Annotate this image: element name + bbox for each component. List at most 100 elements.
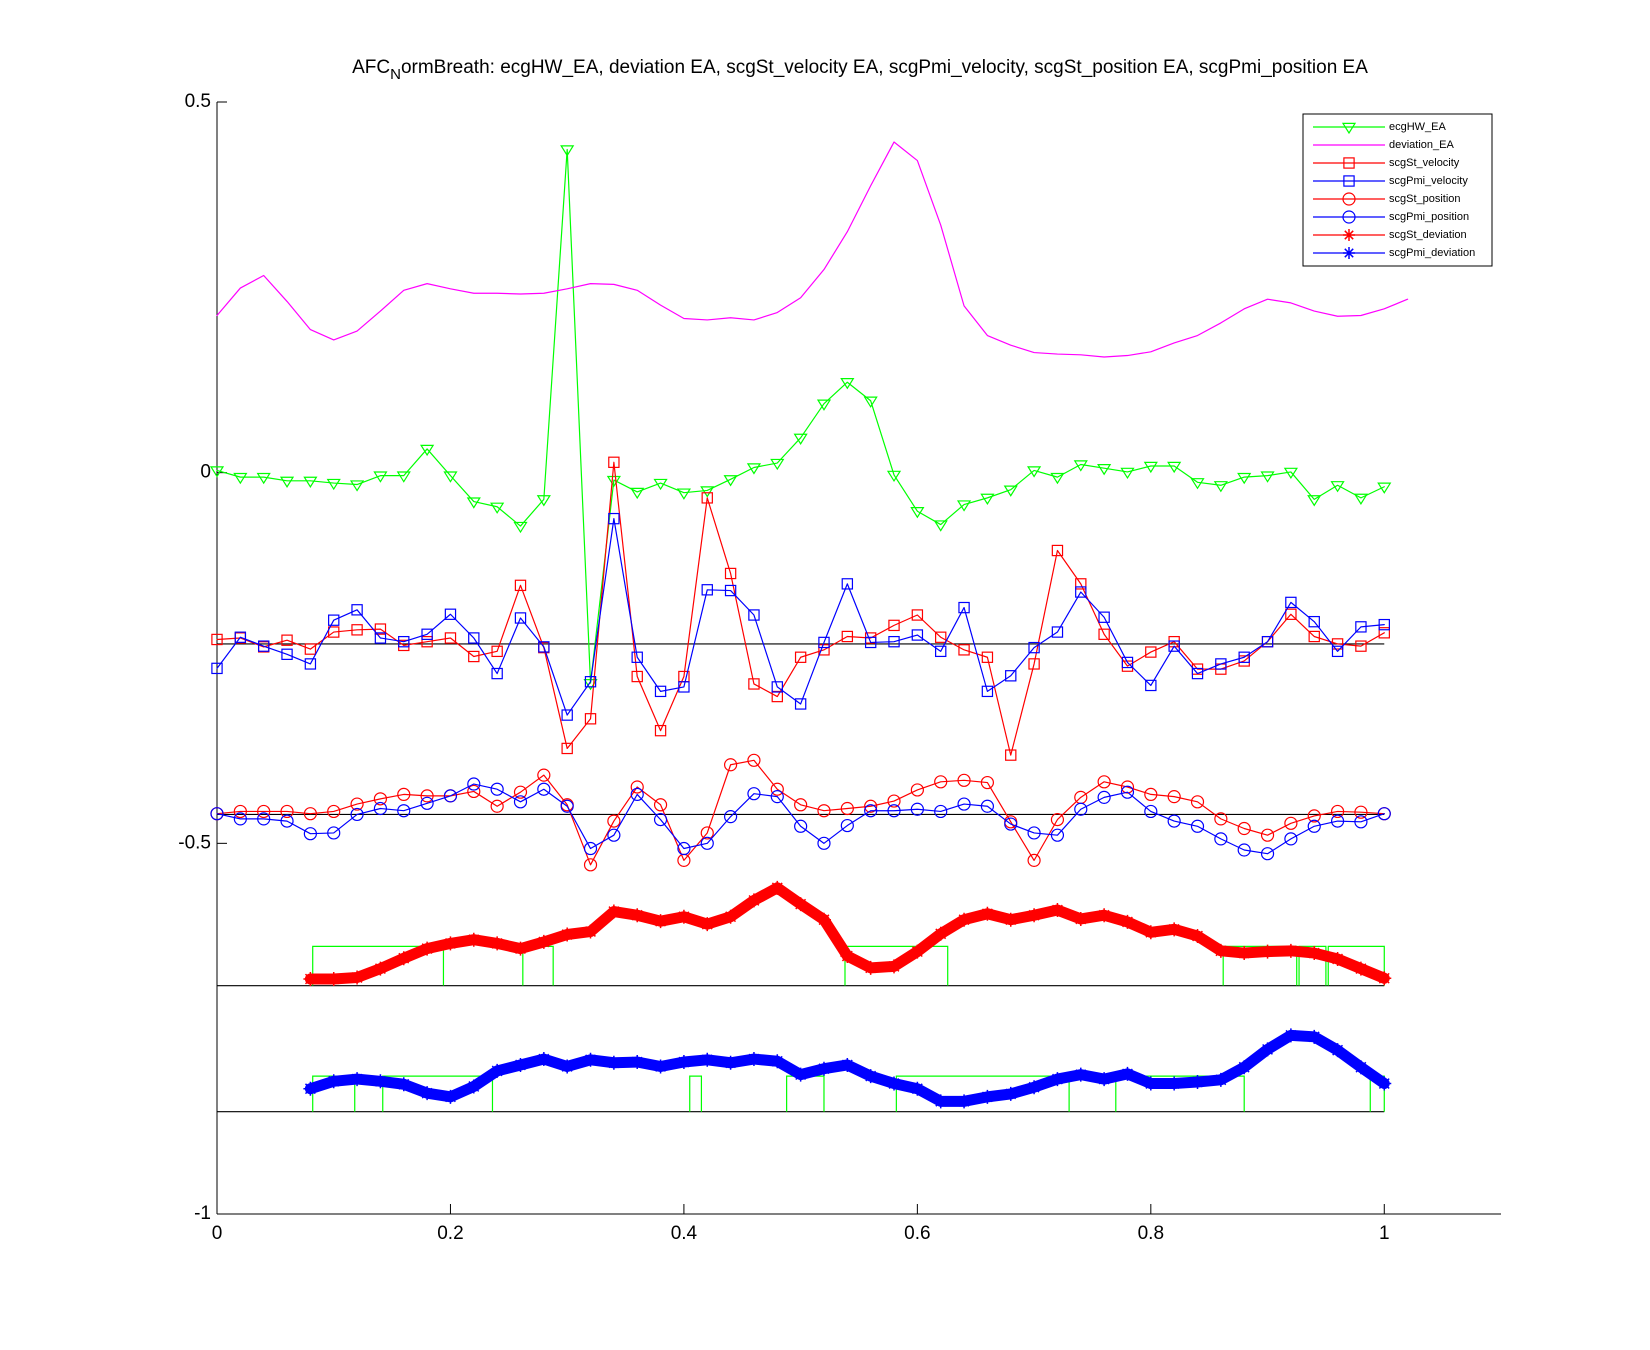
- marker: [1004, 817, 1018, 831]
- marker: [1353, 961, 1368, 976]
- marker: [980, 1089, 995, 1104]
- marker: [1005, 670, 1017, 682]
- marker: [396, 471, 411, 483]
- marker: [1308, 630, 1320, 643]
- marker: [1027, 1080, 1042, 1095]
- marker: [1121, 656, 1134, 669]
- marker: [1167, 814, 1181, 828]
- legend-label: ecgHW_EA: [1389, 121, 1447, 133]
- marker: [304, 658, 317, 670]
- pulse: [895, 1075, 1070, 1112]
- x-tick-label: 0.2: [437, 1223, 463, 1244]
- marker: [1050, 828, 1065, 842]
- marker: [466, 497, 481, 509]
- marker: [864, 636, 877, 649]
- marker: [584, 676, 597, 688]
- pulse: [844, 945, 949, 986]
- marker: [1284, 816, 1298, 830]
- marker: [421, 628, 433, 640]
- marker: [818, 636, 830, 649]
- pulse: [382, 1075, 494, 1112]
- marker: [653, 914, 668, 929]
- title-part: ormBreath: ecgHW_EA, deviation EA, scgSt…: [401, 57, 1368, 78]
- y-tick-label: -0.5: [178, 832, 211, 853]
- marker: [257, 812, 271, 826]
- x-tick-label: 0.4: [671, 1223, 698, 1244]
- marker: [770, 782, 784, 796]
- marker: [887, 959, 902, 974]
- marker: [1190, 478, 1205, 490]
- marker: [1190, 819, 1205, 833]
- marker: [1283, 467, 1298, 480]
- marker: [1003, 1086, 1018, 1101]
- marker: [1167, 790, 1181, 804]
- marker: [1143, 461, 1158, 474]
- marker: [490, 502, 505, 514]
- series-line: [216, 759, 1385, 866]
- marker: [1377, 971, 1392, 986]
- marker: [934, 775, 948, 789]
- marker: [420, 1086, 435, 1101]
- marker: [303, 807, 317, 821]
- marker: [1027, 466, 1042, 478]
- marker: [560, 799, 574, 813]
- marker: [513, 941, 528, 956]
- marker: [584, 713, 597, 725]
- marker: [514, 612, 527, 624]
- marker: [304, 643, 317, 655]
- marker: [211, 633, 223, 646]
- marker: [1075, 578, 1087, 590]
- marker: [373, 961, 388, 976]
- marker: [770, 458, 785, 471]
- marker: [700, 917, 715, 932]
- marker: [281, 634, 293, 646]
- marker: [1120, 785, 1135, 799]
- title-part: AFC: [352, 57, 390, 78]
- marker: [980, 799, 995, 813]
- marker: [420, 789, 434, 803]
- marker: [513, 521, 528, 534]
- marker: [1355, 640, 1367, 652]
- marker: [560, 1059, 575, 1074]
- marker: [560, 927, 575, 942]
- marker: [723, 1055, 738, 1070]
- marker: [513, 1057, 528, 1072]
- marker: [935, 631, 947, 643]
- marker: [701, 584, 713, 596]
- marker: [957, 1094, 972, 1109]
- marker: [608, 512, 620, 525]
- marker: [957, 912, 972, 927]
- marker: [1283, 943, 1298, 958]
- marker: [653, 478, 668, 491]
- marker: [538, 641, 550, 653]
- marker: [1330, 951, 1345, 966]
- marker: [817, 836, 831, 850]
- marker: [888, 619, 900, 632]
- marker: [1213, 481, 1228, 493]
- marker: [444, 608, 457, 620]
- marker: [816, 912, 831, 927]
- marker: [1097, 908, 1112, 923]
- y-tick-label: 0.5: [185, 91, 211, 112]
- marker: [606, 475, 621, 488]
- marker: [1377, 1076, 1392, 1091]
- marker: [910, 1081, 925, 1096]
- marker: [1003, 485, 1018, 497]
- marker: [350, 1072, 365, 1087]
- marker: [630, 787, 644, 802]
- marker: [1330, 1043, 1345, 1058]
- marker: [770, 790, 784, 804]
- marker: [746, 463, 762, 475]
- marker: [747, 787, 761, 801]
- marker: [1097, 775, 1111, 789]
- marker: [816, 399, 832, 411]
- marker: [1050, 1072, 1065, 1087]
- marker: [1074, 802, 1088, 816]
- marker: [654, 685, 667, 698]
- marker: [560, 145, 575, 157]
- marker: [443, 1089, 458, 1104]
- marker: [583, 841, 598, 856]
- marker: [676, 1055, 691, 1070]
- marker: [1168, 640, 1180, 652]
- pulse: [312, 945, 445, 986]
